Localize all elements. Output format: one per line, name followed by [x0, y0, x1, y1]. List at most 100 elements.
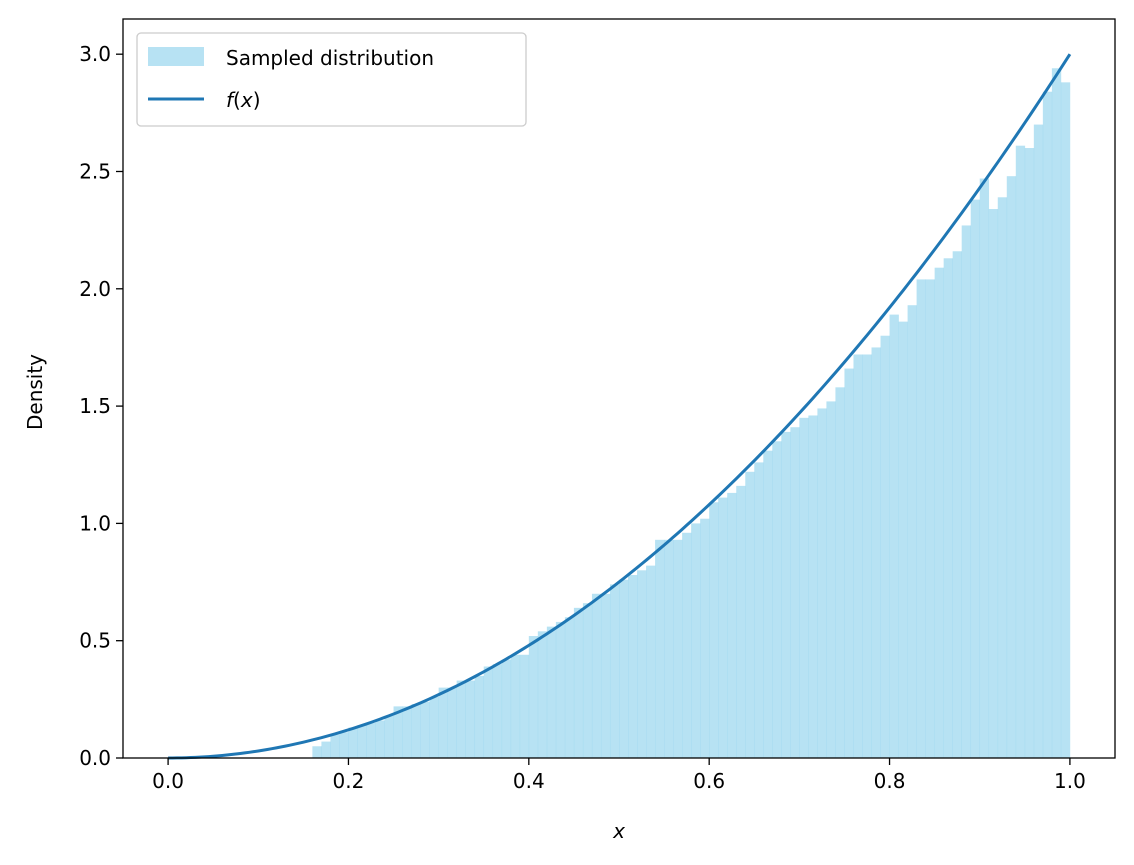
histogram-bar — [573, 607, 584, 758]
x-tick-label: 0.4 — [513, 769, 545, 793]
legend: Sampled distribution f(x) — [136, 32, 527, 127]
histogram-bar — [655, 539, 665, 758]
histogram-bar — [907, 305, 917, 758]
histogram-bar — [799, 417, 809, 758]
histogram-bar — [637, 570, 647, 758]
histogram-bar — [1051, 68, 1062, 759]
histogram-bar — [420, 701, 430, 758]
histogram-bar — [673, 539, 683, 758]
histogram-bar — [763, 450, 773, 758]
legend-line-label-x: x — [240, 88, 253, 112]
histogram-bar — [889, 314, 899, 758]
y-tick-label: 3.0 — [79, 42, 111, 66]
histogram-bar — [429, 697, 439, 758]
histogram-bar — [519, 654, 530, 758]
histogram-bar — [925, 279, 935, 758]
plot-frame — [122, 18, 1116, 759]
histogram-bar — [375, 720, 385, 758]
histogram-bar — [754, 462, 764, 758]
histogram-bar — [745, 471, 755, 758]
histogram-bar — [1006, 176, 1017, 758]
x-axis-ticks: 0.0 0.2 0.4 0.6 0.8 1.0 — [152, 758, 1086, 793]
histogram-bar — [384, 715, 394, 758]
histogram-bar — [438, 687, 448, 758]
y-axis-label: Density — [23, 354, 47, 430]
legend-box — [136, 32, 527, 127]
y-tick-label: 0.0 — [79, 746, 111, 770]
histogram-bar — [321, 741, 331, 758]
legend-hist-label: Sampled distribution — [226, 46, 434, 70]
histogram-bar — [943, 258, 953, 758]
histogram-bar — [402, 706, 412, 758]
histogram-bar — [781, 431, 791, 758]
histogram-bar — [970, 199, 981, 759]
legend-line-label-f: f — [226, 88, 236, 112]
histogram-bar — [528, 636, 539, 758]
histogram-bar — [628, 575, 638, 758]
histogram-bar — [348, 727, 358, 758]
histogram-bar — [591, 593, 602, 758]
histogram-bar — [1015, 145, 1026, 758]
y-tick-label: 2.0 — [79, 277, 111, 301]
histogram-bar — [447, 687, 457, 758]
histogram-bar — [844, 368, 854, 758]
histogram-bar — [961, 225, 972, 758]
histogram-bar — [700, 518, 710, 758]
histogram-bar — [646, 565, 656, 758]
histogram-bar — [564, 617, 575, 758]
y-tick-label: 1.0 — [79, 511, 111, 535]
histogram-bar — [682, 532, 692, 758]
histogram-bar — [664, 539, 674, 758]
histogram-bar — [366, 722, 376, 758]
legend-line-label-close: ) — [253, 88, 261, 112]
histogram-bar — [979, 178, 990, 758]
histogram-bar — [474, 675, 485, 758]
x-tick-label: 0.6 — [693, 769, 725, 793]
histogram-bar — [1024, 148, 1035, 759]
histogram-bar — [393, 706, 403, 758]
y-tick-label: 1.5 — [79, 394, 111, 418]
histogram-bar — [555, 621, 566, 758]
histogram-bar — [456, 680, 466, 758]
histogram-bar — [609, 584, 620, 758]
legend-line-label-open: ( — [233, 88, 241, 112]
histogram-bar — [916, 279, 926, 758]
f-x-curve — [168, 53, 1072, 760]
histogram-bar — [339, 732, 349, 758]
histogram-bar — [501, 659, 512, 758]
histogram-bar — [691, 523, 701, 758]
histogram-bar — [709, 502, 719, 758]
x-tick-label: 1.0 — [1054, 769, 1086, 793]
x-tick-label: 0.0 — [152, 769, 184, 793]
histogram-bar — [790, 427, 800, 758]
histogram-bar — [880, 335, 890, 758]
histogram-bar — [619, 579, 629, 758]
histogram-bar — [465, 680, 476, 758]
histogram-bar — [483, 666, 494, 758]
histogram-bar — [510, 654, 521, 758]
histogram-bar — [934, 267, 944, 758]
histogram-bar — [997, 197, 1008, 759]
y-axis-ticks: 0.0 0.5 1.0 1.5 2.0 2.5 3.0 — [79, 42, 123, 770]
histogram-bars — [312, 68, 1071, 759]
histogram-bar — [772, 441, 782, 758]
histogram-bar — [835, 387, 845, 758]
histogram-bar — [988, 209, 999, 758]
histogram-bar — [582, 603, 593, 758]
histogram-bar — [826, 401, 836, 758]
histogram-bar — [330, 734, 340, 758]
legend-hist-swatch — [148, 47, 204, 66]
histogram-bar — [952, 251, 962, 758]
histogram-bar — [357, 725, 367, 758]
histogram-bar — [546, 626, 557, 758]
histogram-bar — [727, 492, 737, 758]
histogram-bar — [312, 746, 322, 758]
histogram-bar — [492, 664, 503, 758]
histogram-bar — [817, 408, 827, 758]
x-axis-label: x — [612, 819, 625, 843]
histogram-bar — [862, 354, 872, 758]
x-tick-label: 0.2 — [333, 769, 365, 793]
y-tick-label: 0.5 — [79, 629, 111, 653]
histogram-bar — [736, 485, 746, 758]
